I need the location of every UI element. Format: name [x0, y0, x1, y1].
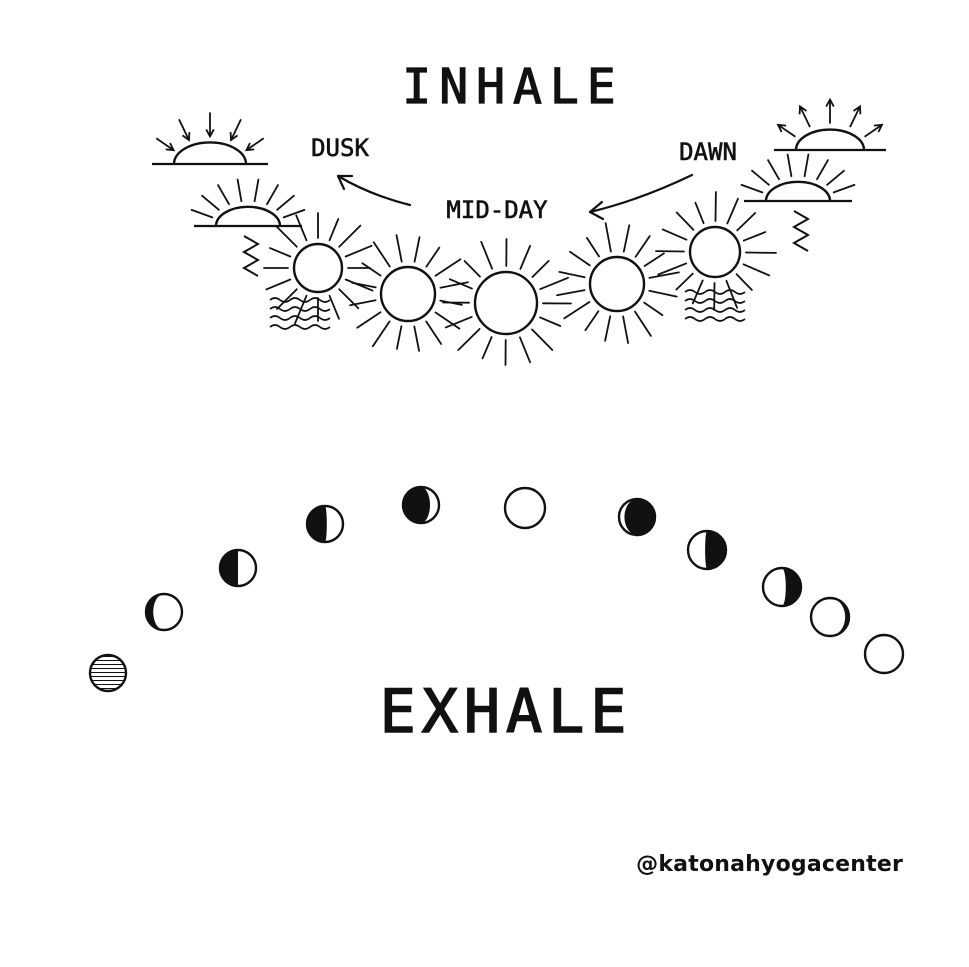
dusk-arrow-icon	[338, 176, 410, 205]
credit-handle: @katonahyogacenter	[636, 852, 903, 877]
half-sun-icon	[774, 100, 886, 150]
inhale-title: INHALE	[402, 59, 623, 115]
sun-icon	[443, 239, 571, 365]
moon-phase-icon	[811, 598, 849, 636]
dawn-label: DAWN	[679, 138, 737, 166]
moon-phase-icon	[619, 499, 655, 535]
moon-phase-icon	[865, 635, 903, 673]
dusk-label: DUSK	[311, 134, 369, 162]
moon-phase-arc	[90, 487, 903, 691]
exhale-title: EXHALE	[380, 677, 633, 747]
half-sun-icon	[192, 180, 305, 277]
moon-phase-icon	[220, 550, 256, 586]
half-sun-icon	[742, 155, 855, 252]
moon-phase-icon	[688, 531, 726, 569]
moon-phase-icon	[403, 487, 439, 523]
moon-phase-icon	[763, 568, 801, 606]
sun-icon	[264, 213, 373, 323]
sun-icon	[557, 223, 679, 343]
moon-phase-icon	[505, 488, 545, 528]
sun-icon	[350, 235, 468, 351]
sun-arc	[152, 100, 886, 365]
moon-phase-icon	[90, 655, 126, 691]
moon-phase-icon	[146, 594, 182, 630]
half-sun-icon	[152, 112, 268, 164]
midday-label: MID-DAY	[446, 196, 548, 224]
moon-phase-icon	[307, 506, 343, 542]
